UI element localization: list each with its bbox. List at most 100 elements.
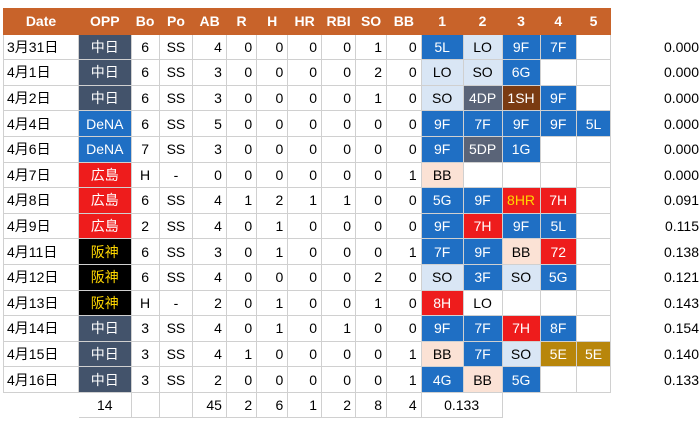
position: SS <box>158 33 194 61</box>
stat-h: 0 <box>256 59 289 86</box>
position: SS <box>158 212 194 240</box>
column-header: 5 <box>575 8 612 35</box>
plate-appearance: 8H <box>420 289 464 317</box>
plate-appearance: 9F <box>420 315 464 342</box>
plate-appearance: 7H <box>501 315 541 342</box>
game-date: 4月4日 <box>3 110 79 137</box>
stat-r: 0 <box>225 110 258 137</box>
stat-h: 0 <box>256 263 289 291</box>
game-date: 4月1日 <box>3 59 79 86</box>
stat-h: 1 <box>256 315 289 342</box>
plate-appearance: 9F <box>462 238 503 265</box>
stat-r: 0 <box>225 212 258 240</box>
stat-ab: 0 <box>192 161 227 189</box>
game-row: 4月9日 広島 2 SS 4 0 1 0 0 0 0 9F 7H 9F 5L 0.115 <box>3 212 700 240</box>
plate-appearance <box>575 315 612 342</box>
batting-average: 0.154 <box>610 315 700 342</box>
plate-appearance <box>575 84 612 112</box>
stat-r: 0 <box>225 135 258 163</box>
totals-row: 14 45 2 6 1 2 8 4 0.133 <box>3 391 700 418</box>
batting-order: H <box>130 161 160 189</box>
stat-h: 0 <box>256 161 289 189</box>
stat-r: 1 <box>225 340 258 368</box>
game-date: 4月2日 <box>3 84 79 112</box>
stat-hr: 0 <box>287 212 323 240</box>
opponent-badge: 中日 <box>77 84 132 112</box>
stat-ab: 3 <box>192 84 227 112</box>
opponent-badge: 中日 <box>77 59 132 86</box>
stat-h: 2 <box>256 187 289 214</box>
batting-average: 0.000 <box>610 33 700 61</box>
column-header: R <box>225 8 258 35</box>
column-header: Bo <box>130 8 160 35</box>
stat-rbi: 0 <box>321 366 357 393</box>
stat-so: 1 <box>355 289 388 317</box>
batting-log-table: Date OPP Bo Po AB R H HR RBI SO BB 1 2 3 4 5 3月31日 中日 6 SS… <box>3 8 700 418</box>
stat-ab: 3 <box>192 135 227 163</box>
stat-hr: 0 <box>287 33 323 61</box>
plate-appearance: 8HR <box>501 187 541 214</box>
batting-order: 6 <box>130 59 160 86</box>
position: SS <box>158 340 194 368</box>
stat-ab: 2 <box>192 289 227 317</box>
totals-blank <box>610 391 700 418</box>
stat-bb: 1 <box>386 340 422 368</box>
stat-so: 1 <box>355 84 388 112</box>
column-header: BB <box>386 8 422 35</box>
game-row: 4月1日 中日 6 SS 3 0 0 0 0 2 0 LO SO 6G 0.000 <box>3 59 700 86</box>
plate-appearance <box>575 33 612 61</box>
position: - <box>158 161 194 189</box>
stat-hr: 0 <box>287 366 323 393</box>
stat-rbi: 0 <box>321 263 357 291</box>
position: SS <box>158 238 194 265</box>
game-row: 4月6日 DeNA 7 SS 3 0 0 0 0 0 0 9F 5DP 1G 0.000 <box>3 135 700 163</box>
position: SS <box>158 315 194 342</box>
stat-h: 0 <box>256 340 289 368</box>
stat-hr: 0 <box>287 161 323 189</box>
game-row: 4月13日 阪神 H -2 0 1 0 0 1 0 8H LO 0.143 <box>3 289 700 317</box>
position: SS <box>158 263 194 291</box>
column-header: 4 <box>539 8 577 35</box>
batting-average: 0.115 <box>610 212 700 240</box>
batting-average: 0.133 <box>610 366 700 393</box>
stat-r: 0 <box>225 315 258 342</box>
stat-so: 0 <box>355 161 388 189</box>
plate-appearance: 5E <box>539 340 577 368</box>
plate-appearance <box>575 289 612 317</box>
game-row: 4月8日 広島 6 SS 4 1 2 1 1 0 0 5G 9F 8HR 7H 0.091 <box>3 187 700 214</box>
plate-appearance: 1G <box>501 135 541 163</box>
batting-order: 6 <box>130 238 160 265</box>
stat-hr: 0 <box>287 84 323 112</box>
stat-r: 0 <box>225 289 258 317</box>
totals-blank <box>158 391 194 418</box>
plate-appearance <box>575 59 612 86</box>
stat-h: 0 <box>256 84 289 112</box>
totals-so: 8 <box>355 391 388 418</box>
stat-so: 0 <box>355 238 388 265</box>
plate-appearance: 9F <box>420 135 464 163</box>
plate-appearance: 7H <box>539 187 577 214</box>
stat-hr: 0 <box>287 289 323 317</box>
stat-hr: 0 <box>287 238 323 265</box>
stat-bb: 0 <box>386 110 422 137</box>
batting-average: 0.121 <box>610 263 700 291</box>
plate-appearance: LO <box>420 59 464 86</box>
column-header: 1 <box>420 8 464 35</box>
batting-order: 6 <box>130 33 160 61</box>
plate-appearance <box>539 135 577 163</box>
column-header: AB <box>192 8 227 35</box>
plate-appearance: 7F <box>420 238 464 265</box>
stat-h: 1 <box>256 212 289 240</box>
batting-order: 3 <box>130 340 160 368</box>
game-date: 4月15日 <box>3 340 79 368</box>
plate-appearance <box>539 366 577 393</box>
stat-bb: 0 <box>386 289 422 317</box>
stat-bb: 0 <box>386 263 422 291</box>
column-header: HR <box>287 8 323 35</box>
stat-hr: 0 <box>287 59 323 86</box>
stat-ab: 4 <box>192 340 227 368</box>
batting-average: 0.000 <box>610 59 700 86</box>
stat-rbi: 0 <box>321 135 357 163</box>
column-header: 2 <box>462 8 503 35</box>
stat-so: 0 <box>355 212 388 240</box>
